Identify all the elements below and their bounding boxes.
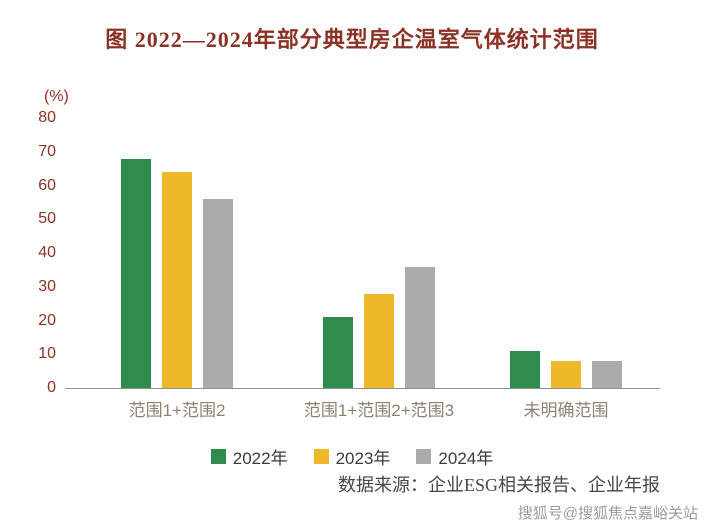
legend-label: 2022年 [232,449,288,468]
x-axis-labels: 范围1+范围2 范围1+范围2+范围3 未明确范围 [65,396,660,420]
watermark: 搜狐号@搜狐焦点嘉峪关站 [517,505,698,522]
x-category-label: 未明确范围 [523,401,609,420]
bar-2023-cat2 [364,293,394,388]
x-category-label: 范围1+范围2+范围3 [303,401,455,420]
y-tick-label: 10 [38,345,56,363]
legend-swatch [313,449,329,464]
legend-item: 2022年 [210,444,288,469]
y-tick-label: 80 [38,109,56,126]
bar-2024-cat3 [592,361,622,388]
y-axis-ticks: 0 10 20 30 40 50 60 70 80 [0,109,56,396]
legend-label: 2024年 [438,449,494,468]
y-tick-label: 30 [38,277,56,295]
bar-2022-cat1 [121,158,151,388]
bar-2023-cat1 [162,172,192,388]
bar-2023-cat3 [551,361,581,388]
legend-label: 2023年 [335,449,391,468]
source-note: 数据来源：企业ESG相关报告、企业年报 [337,475,660,495]
y-axis-unit-label: (%) [44,88,69,105]
bar-2022-cat3 [510,350,540,388]
bar-2022-cat2 [323,317,353,388]
y-tick-label: 60 [38,176,56,194]
legend: 2022年 2023年 2024年 [0,444,704,469]
chart-title: 图 2022—2024年部分典型房企温室气体统计范围 [105,27,599,52]
legend-item: 2024年 [416,444,493,469]
x-category-label: 范围1+范围2 [128,401,226,420]
y-tick-label: 40 [38,244,56,261]
y-tick-label: 50 [38,210,56,228]
y-tick-label: 70 [38,142,56,160]
bar-2024-cat2 [405,266,435,388]
y-tick-label: 20 [38,311,56,329]
legend-swatch [210,449,226,464]
legend-swatch [416,449,432,464]
plot-area [65,118,660,389]
bar-2024-cat1 [203,199,233,388]
legend-item: 2023年 [313,444,391,469]
y-tick-label: 0 [47,379,56,396]
